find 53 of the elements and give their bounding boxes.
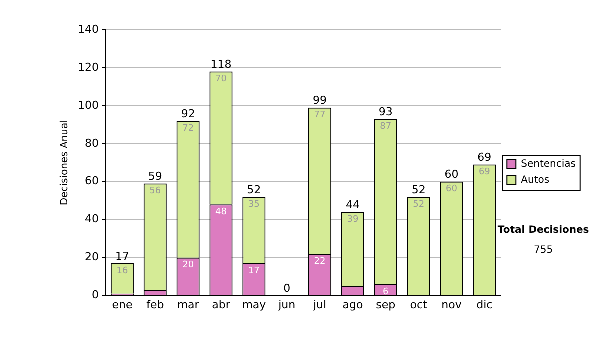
data-label: 60 [446, 184, 458, 195]
y-tick-label: 40 [84, 212, 99, 226]
data-label: 70 [216, 74, 228, 85]
y-tick-label: 0 [92, 288, 99, 302]
total-label: 44 [346, 198, 360, 212]
data-label: 22 [314, 256, 326, 267]
data-label: 48 [216, 208, 228, 218]
x-tick-label: nov [442, 298, 462, 312]
total-label: 17 [115, 250, 130, 263]
x-tick-label: feb [146, 298, 164, 312]
data-label: 6 [383, 287, 390, 298]
data-label: 72 [182, 124, 194, 134]
annotation: Total Decisiones [498, 225, 590, 236]
data-label: 56 [150, 186, 162, 197]
y-tick-label: 140 [78, 22, 99, 36]
total-label: 93 [378, 106, 393, 119]
y-tick-label: 80 [84, 136, 99, 150]
total-label: 0 [284, 282, 291, 296]
total-label: 118 [210, 58, 232, 72]
data-label: 16 [116, 266, 128, 276]
data-label: 35 [248, 200, 260, 210]
legend-label: Sentencias [521, 159, 576, 170]
total-label: 69 [478, 151, 492, 164]
y-tick-label: 20 [84, 250, 99, 264]
y-tick-label: 120 [78, 60, 99, 74]
x-tick-label: jun [278, 298, 296, 312]
x-tick-label: ene [112, 298, 133, 312]
data-label: 39 [347, 215, 359, 226]
total-label: 60 [444, 168, 459, 182]
data-label: 17 [248, 266, 260, 276]
total-label: 99 [313, 94, 328, 108]
total-label: 92 [181, 107, 196, 120]
x-tick-label: ago [342, 298, 364, 312]
text: 755 [534, 245, 554, 256]
total-label: 52 [247, 183, 262, 196]
x-tick-label: may [242, 298, 267, 312]
y-axis-title: Decisiones Anual [60, 120, 71, 206]
x-tick-label: abr [212, 298, 231, 312]
y-tick-label: 100 [78, 98, 99, 112]
x-tick-label: oct [410, 298, 428, 312]
total-label: 52 [412, 183, 426, 196]
x-tick-label: jul [312, 298, 327, 312]
y-tick-label: 60 [84, 174, 99, 188]
legend-label: Autos [521, 175, 550, 186]
data-label: 52 [413, 200, 425, 210]
data-label: 77 [314, 110, 326, 121]
data-label: 20 [182, 260, 194, 271]
x-tick-label: mar [177, 298, 200, 312]
data-label: 87 [380, 122, 392, 132]
data-label: 69 [478, 168, 491, 178]
x-tick-label: dic [476, 298, 493, 312]
x-tick-label: sep [376, 298, 396, 312]
total-label: 59 [148, 170, 162, 184]
